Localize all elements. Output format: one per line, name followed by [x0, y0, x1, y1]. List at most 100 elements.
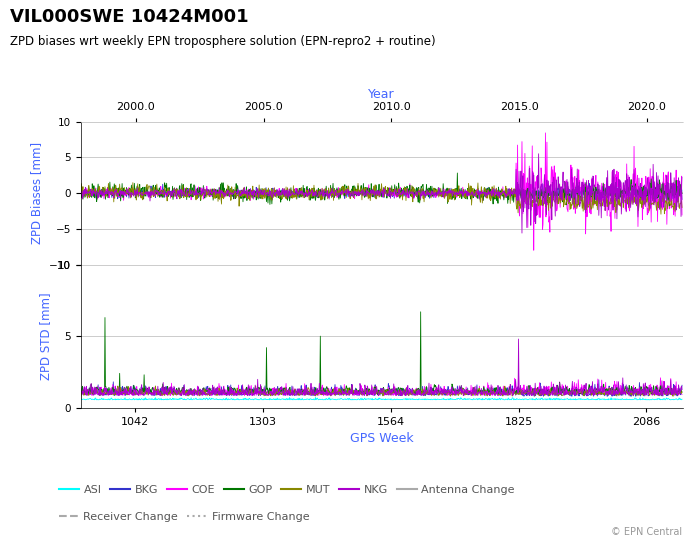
ASI: [543, 396, 552, 402]
X-axis label: GPS Week: GPS Week: [350, 433, 413, 446]
NKG: [544, 391, 552, 397]
ASI: [199, 396, 207, 403]
MUT: [678, 389, 686, 396]
COE: [514, 370, 523, 376]
COE: [544, 201, 552, 208]
Line: MUT: MUT: [80, 183, 682, 214]
GOP: [199, 189, 207, 195]
GOP: [678, 190, 686, 197]
ASI: [354, 186, 362, 192]
MUT: [344, 184, 353, 190]
ASI: [312, 394, 320, 401]
MUT: [151, 383, 160, 389]
MUT: [507, 387, 515, 393]
NKG: [632, 387, 640, 394]
NKG: [544, 190, 552, 196]
COE: [676, 193, 685, 200]
GOP: [453, 170, 461, 176]
Line: BKG: BKG: [80, 184, 682, 203]
BKG: [660, 200, 668, 206]
BKG: [542, 390, 551, 396]
COE: [529, 247, 538, 253]
BKG: [76, 389, 85, 396]
MUT: [76, 187, 85, 194]
BKG: [199, 392, 207, 399]
Line: NKG: NKG: [80, 154, 682, 233]
BKG: [506, 189, 514, 195]
BKG: [632, 194, 640, 200]
MUT: [76, 399, 85, 405]
MUT: [129, 179, 137, 186]
GOP: [676, 187, 685, 194]
ASI: [507, 189, 515, 195]
ASI: [633, 396, 641, 403]
GOP: [665, 202, 673, 209]
ASI: [544, 191, 552, 198]
GOP: [632, 387, 640, 393]
BKG: [344, 388, 352, 395]
ASI: [507, 396, 515, 403]
GOP: [507, 190, 515, 197]
BKG: [678, 196, 686, 202]
GOP: [543, 190, 552, 197]
ASI: [344, 187, 353, 194]
ASI: [632, 190, 640, 197]
MUT: [676, 200, 685, 207]
MUT: [199, 187, 207, 193]
GOP: [344, 385, 352, 392]
MUT: [199, 387, 207, 394]
X-axis label: Year: Year: [368, 89, 395, 102]
BKG: [594, 376, 603, 383]
ASI: [678, 396, 686, 402]
Line: GOP: GOP: [80, 312, 682, 399]
NKG: [632, 188, 640, 194]
Line: ASI: ASI: [80, 397, 682, 400]
MUT: [678, 204, 686, 211]
COE: [199, 391, 207, 397]
Line: COE: COE: [80, 373, 682, 395]
COE: [344, 190, 352, 197]
NKG: [76, 392, 85, 398]
COE: [76, 387, 85, 393]
MUT: [543, 196, 552, 202]
ASI: [199, 191, 207, 198]
Line: NKG: NKG: [80, 339, 682, 395]
GOP: [543, 387, 552, 393]
NKG: [344, 390, 352, 396]
ASI: [344, 396, 353, 403]
ASI: [676, 188, 685, 195]
MUT: [543, 391, 552, 397]
Legend: ASI, BKG, COE, GOP, MUT, NKG, Antenna Change: ASI, BKG, COE, GOP, MUT, NKG, Antenna Ch…: [55, 481, 519, 500]
COE: [678, 212, 686, 218]
NKG: [363, 392, 371, 399]
COE: [76, 185, 85, 192]
BKG: [344, 186, 352, 192]
BKG: [199, 191, 207, 197]
MUT: [632, 391, 640, 397]
Line: GOP: GOP: [80, 173, 682, 206]
Y-axis label: ZPD Biases [mm]: ZPD Biases [mm]: [30, 142, 43, 244]
BKG: [506, 389, 514, 395]
NKG: [676, 388, 685, 394]
NKG: [514, 336, 523, 342]
MUT: [676, 390, 684, 396]
NKG: [678, 174, 686, 180]
MUT: [344, 390, 353, 397]
NKG: [534, 151, 542, 157]
BKG: [568, 393, 576, 400]
NKG: [199, 187, 207, 194]
ASI: [76, 396, 85, 403]
BKG: [676, 385, 685, 392]
NKG: [76, 191, 85, 197]
MUT: [507, 188, 515, 194]
Line: BKG: BKG: [80, 380, 682, 396]
COE: [507, 387, 515, 394]
ASI: [632, 396, 640, 402]
NKG: [676, 183, 685, 190]
Line: MUT: MUT: [80, 386, 682, 402]
GOP: [416, 308, 425, 315]
COE: [676, 388, 685, 394]
Line: ASI: ASI: [80, 189, 682, 197]
COE: [459, 392, 468, 399]
BKG: [678, 382, 686, 388]
